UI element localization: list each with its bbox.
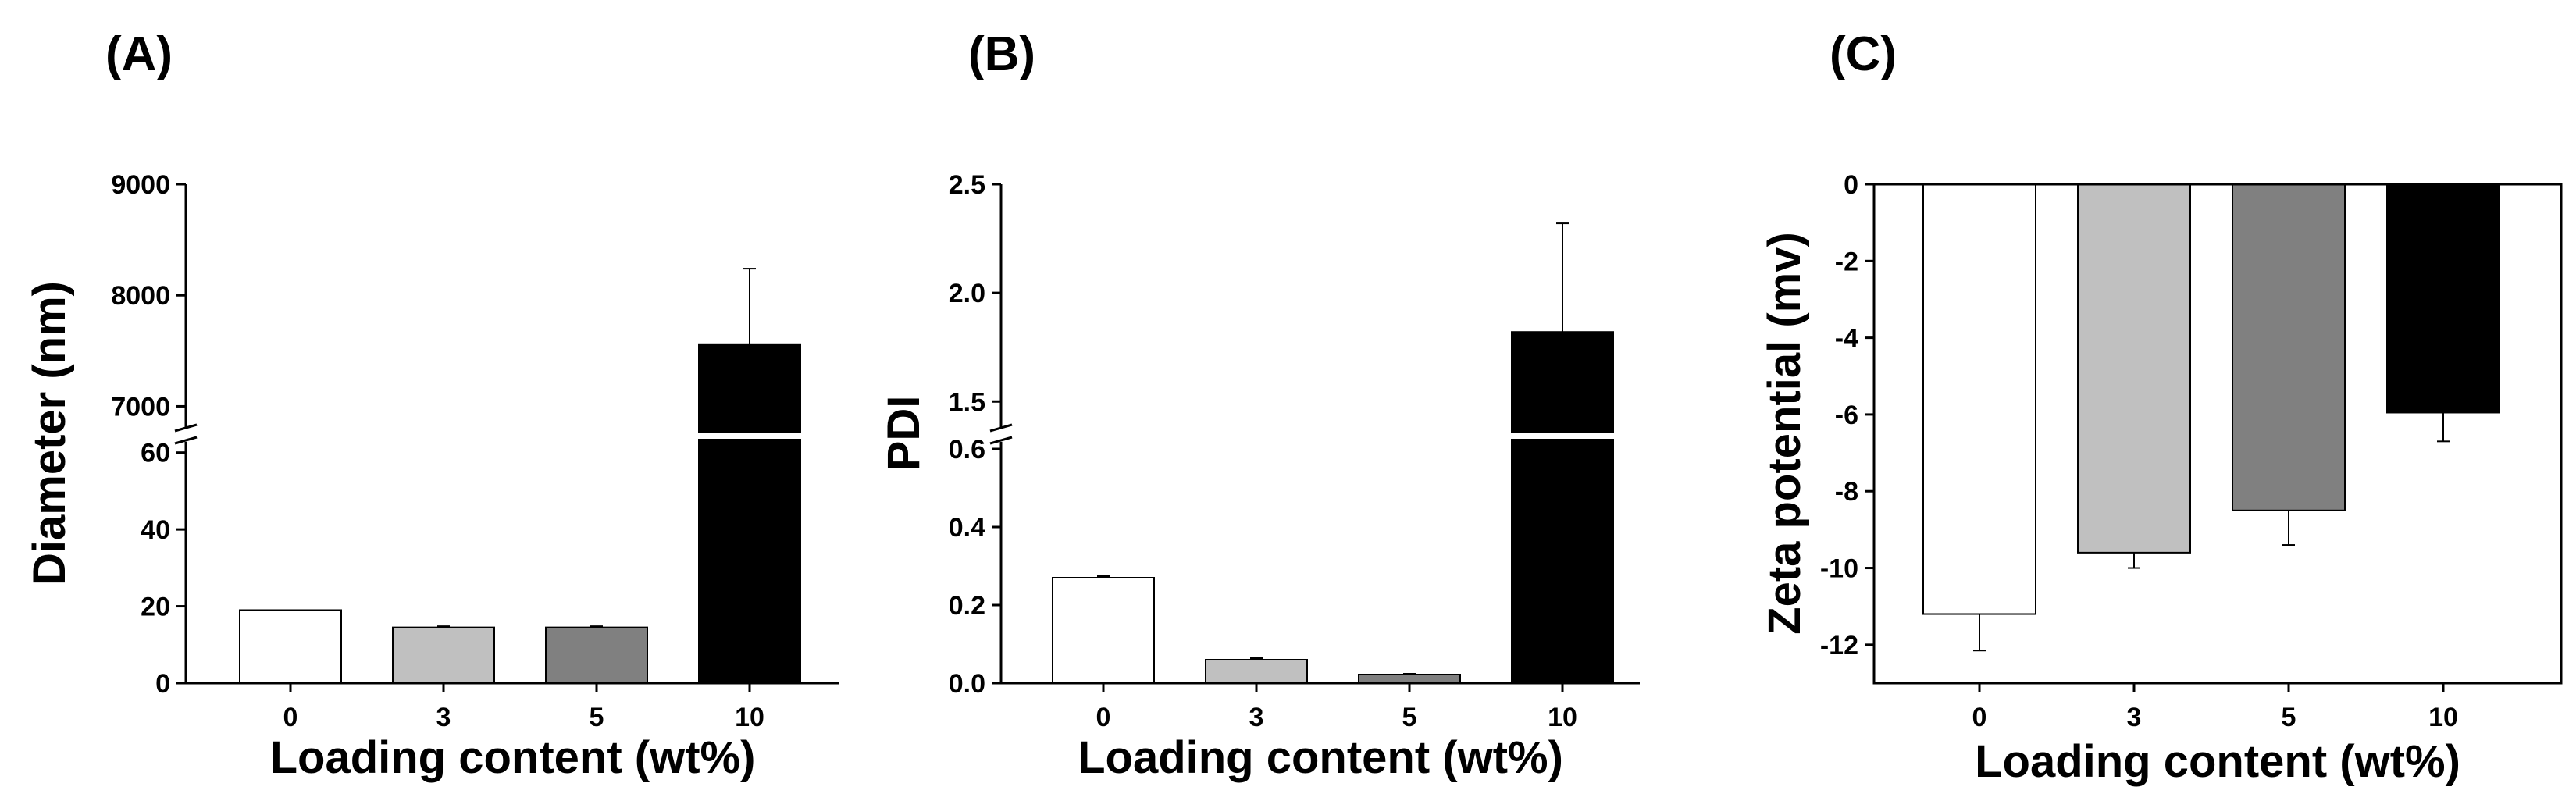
axis-break-gap bbox=[697, 433, 803, 439]
panel-a: (A) 0 3 5 10 0 20 40 60 7000 8000 9000 Loading conte… bbox=[24, 27, 839, 783]
bar bbox=[1358, 674, 1461, 684]
y-tick-label: 0.2 bbox=[949, 591, 985, 621]
x-axis-label: Loading content (wt%) bbox=[1975, 736, 2460, 787]
x-tick-label: 0 bbox=[1096, 703, 1111, 732]
bar bbox=[239, 609, 342, 684]
bar bbox=[1511, 331, 1614, 684]
y-tick-label: 0.6 bbox=[949, 435, 985, 465]
y-tick-label: -6 bbox=[1835, 400, 1858, 430]
break-mark bbox=[989, 423, 1013, 433]
y-axis-label: Zeta potential (mv) bbox=[1759, 232, 1810, 635]
bar bbox=[2386, 183, 2500, 414]
x-tick-label: 0 bbox=[1972, 703, 1987, 732]
y-tick-label: 20 bbox=[141, 593, 170, 622]
panel-label: (A) bbox=[105, 27, 173, 81]
y-tick-label: 60 bbox=[141, 439, 170, 468]
y-tick-label: 0.0 bbox=[949, 669, 985, 699]
x-tick-label: 5 bbox=[590, 703, 604, 732]
y-axis-label: PDI bbox=[878, 396, 929, 472]
x-tick-label: 3 bbox=[1249, 703, 1264, 732]
x-tick-label: 10 bbox=[1548, 703, 1577, 732]
x-tick-label: 0 bbox=[283, 703, 298, 732]
axis-break-gap bbox=[1509, 433, 1616, 439]
bar bbox=[2077, 183, 2191, 554]
panel-b: (B) 0 3 5 10 0.0 0.2 0.4 0.6 1.5 2.0 2.5 Loading con… bbox=[878, 27, 1640, 783]
x-tick-label: 5 bbox=[2282, 703, 2296, 732]
x-tick-label: 3 bbox=[2127, 703, 2142, 732]
bar bbox=[1052, 577, 1155, 684]
panel-label: (C) bbox=[1830, 27, 1897, 81]
y-tick-label: 40 bbox=[141, 515, 170, 545]
break-mark bbox=[989, 436, 1013, 445]
panel-label: (B) bbox=[968, 27, 1035, 81]
x-tick-label: 10 bbox=[735, 703, 764, 732]
bar bbox=[545, 626, 648, 684]
x-tick-label: 10 bbox=[2428, 703, 2458, 732]
panel-c: (C) 0 3 5 10 0 -2 -4 -6 -8 -10 -12 Loading content (… bbox=[1759, 27, 2563, 787]
y-tick-label: -12 bbox=[1820, 631, 1858, 660]
y-tick-label: -2 bbox=[1835, 247, 1858, 276]
y-tick-label: 2.5 bbox=[949, 170, 985, 200]
bar bbox=[392, 626, 495, 684]
y-tick-label: 0.4 bbox=[949, 513, 985, 543]
x-axis-label: Loading content (wt%) bbox=[1078, 732, 1563, 783]
bar bbox=[1922, 183, 2036, 615]
x-tick-label: 3 bbox=[436, 703, 451, 732]
y-axis-label: Diameter (nm) bbox=[24, 281, 75, 586]
y-tick-label: 0 bbox=[1844, 170, 1858, 200]
y-tick-label: 8000 bbox=[111, 281, 170, 311]
break-mark bbox=[174, 423, 198, 433]
y-tick-label: -10 bbox=[1820, 554, 1858, 584]
y-tick-label: -8 bbox=[1835, 477, 1858, 507]
bar bbox=[2232, 183, 2346, 511]
break-mark bbox=[174, 436, 198, 445]
y-tick-label: 0 bbox=[155, 669, 170, 699]
y-tick-label: 7000 bbox=[111, 392, 170, 422]
bar bbox=[698, 343, 801, 684]
plot-frame bbox=[1872, 183, 2563, 685]
x-axis-label: Loading content (wt%) bbox=[270, 732, 756, 783]
y-tick-label: 1.5 bbox=[949, 387, 985, 417]
y-tick-label: 9000 bbox=[111, 170, 170, 200]
x-tick-label: 5 bbox=[1402, 703, 1417, 732]
bar bbox=[1205, 659, 1308, 684]
y-tick-label: -4 bbox=[1835, 324, 1858, 354]
y-tick-label: 2.0 bbox=[949, 279, 985, 308]
